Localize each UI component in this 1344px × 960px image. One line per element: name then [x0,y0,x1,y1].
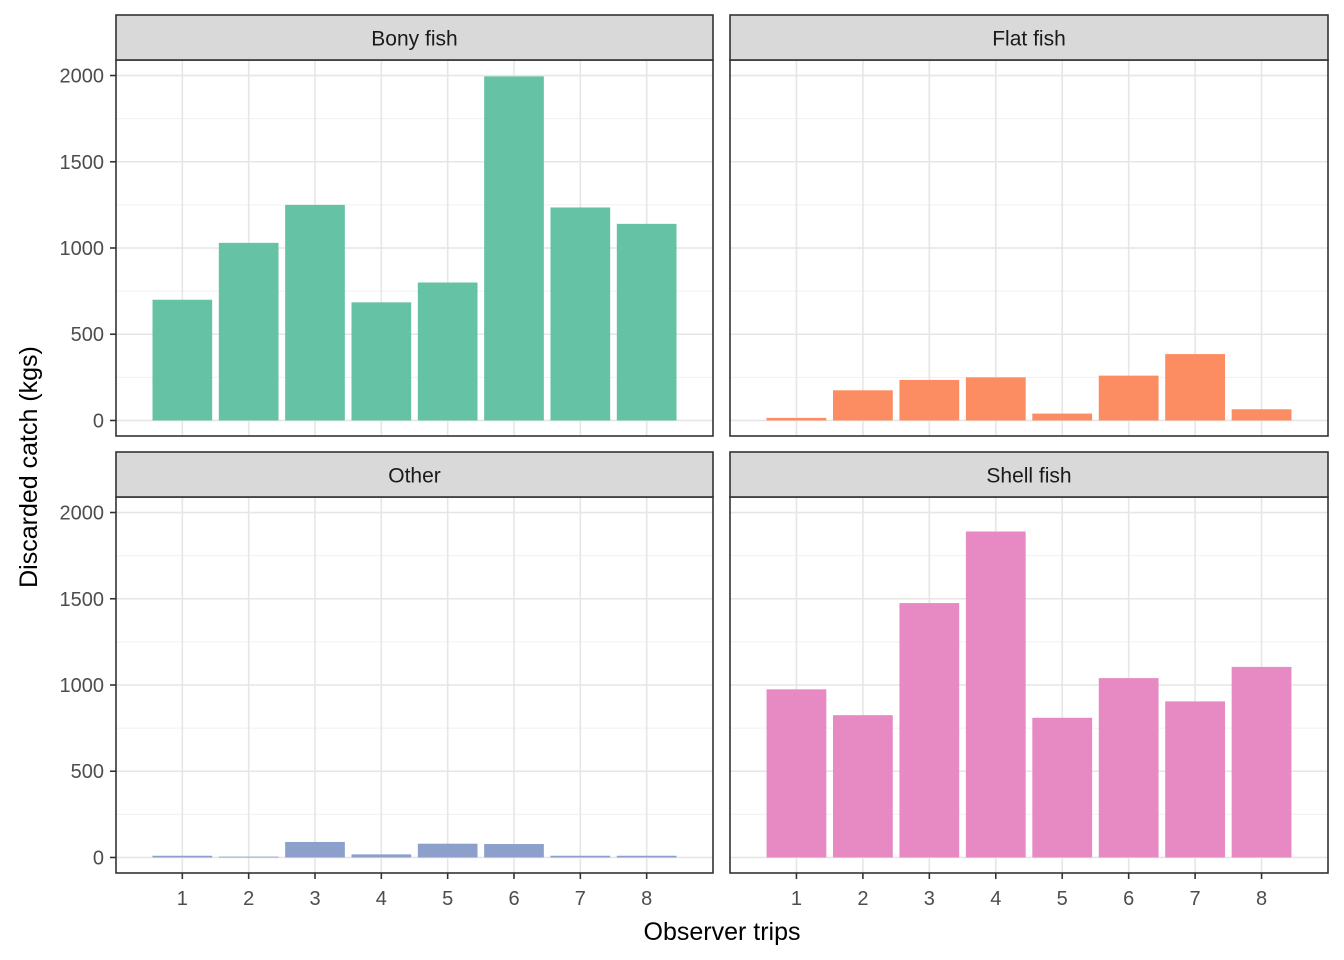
x-tick-label: 7 [575,888,586,910]
bar-flat-fish-trip-3 [899,379,960,421]
y-tick-label: 1000 [60,238,105,260]
bar-bony-fish-trip-6 [484,76,544,421]
x-tick-label: 2 [857,888,868,910]
panel-other: Other 0 500 1000 1500 2000 1 2 3 4 5 6 7 8 [60,451,714,910]
y-tick-label: 500 [71,761,104,783]
facet-strip [115,14,714,61]
y-tick-label: 1500 [60,152,105,174]
bar-other-trip-5 [417,843,478,858]
bar-shell-fish-trip-4 [965,531,1026,858]
bar-other-trip-1 [152,855,213,858]
facet-strip [729,14,1329,61]
bar-shell-fish-trip-8 [1231,666,1292,858]
y-tick-label: 2000 [60,503,105,525]
bar-bony-fish-trip-4 [351,302,412,421]
x-tick-label: 4 [376,888,387,910]
facet-strip-label: Other [388,465,441,488]
bar-flat-fish-trip-6 [1098,375,1159,421]
bar-flat-fish-trip-7 [1165,354,1226,421]
bar-bony-fish-trip-3 [285,204,345,421]
panel-flat-fish: Flat fish [729,14,1329,437]
bar-other-trip-3 [285,841,345,858]
bar-other-trip-8 [616,855,677,858]
x-tick-label: 6 [1123,888,1134,910]
x-tick-label: 4 [990,888,1001,910]
x-tick-label: 8 [641,888,652,910]
bar-flat-fish-trip-5 [1032,413,1093,421]
bar-shell-fish-trip-2 [832,715,893,858]
x-tick-label: 5 [1057,888,1068,910]
x-tick-label: 2 [243,888,254,910]
x-tick-label: 6 [508,888,519,910]
x-tick-label: 3 [924,888,935,910]
bar-bony-fish-trip-7 [550,207,611,421]
bar-flat-fish-trip-8 [1231,409,1292,421]
facet-strip-label: Bony fish [371,28,457,51]
y-axis-title: Discarded catch (kgs) [15,346,43,588]
y-tick-label: 1000 [60,675,105,697]
facet-strip-label: Shell fish [986,465,1071,488]
y-tick-label: 0 [93,847,104,869]
bar-bony-fish-trip-8 [616,223,677,421]
bar-bony-fish-trip-5 [417,282,478,421]
facet-strip [729,451,1329,498]
facet-strip [115,451,714,498]
bar-flat-fish-trip-4 [965,377,1026,421]
panel-bony-fish: Bony fish 0 500 1000 1500 2000 [60,14,714,437]
bar-bony-fish-trip-2 [218,242,279,421]
x-tick-label: 7 [1190,888,1201,910]
y-tick-label: 500 [71,324,104,346]
x-tick-label: 5 [442,888,453,910]
bar-shell-fish-trip-5 [1032,717,1093,858]
y-tick-label: 2000 [60,66,105,88]
panel-shell-fish: Shell fish 1 2 3 4 5 6 7 8 [729,451,1329,910]
y-tick-label: 1500 [60,589,105,611]
x-axis-title: Observer trips [644,918,801,946]
bar-shell-fish-trip-1 [766,689,827,858]
x-tick-label: 1 [791,888,802,910]
bar-flat-fish-trip-2 [832,390,893,421]
bar-other-trip-4 [351,854,412,858]
bar-bony-fish-trip-1 [152,299,213,421]
bar-other-trip-2 [218,856,279,858]
bar-other-trip-6 [484,844,544,858]
x-tick-label: 3 [309,888,320,910]
y-tick-label: 0 [93,410,104,432]
bar-shell-fish-trip-3 [899,603,960,858]
bar-other-trip-7 [550,855,611,858]
x-tick-label: 1 [177,888,188,910]
bar-shell-fish-trip-6 [1098,678,1159,858]
bar-flat-fish-trip-1 [766,417,827,421]
x-tick-label: 8 [1256,888,1267,910]
bar-shell-fish-trip-7 [1165,701,1226,858]
facet-strip-label: Flat fish [992,28,1066,51]
